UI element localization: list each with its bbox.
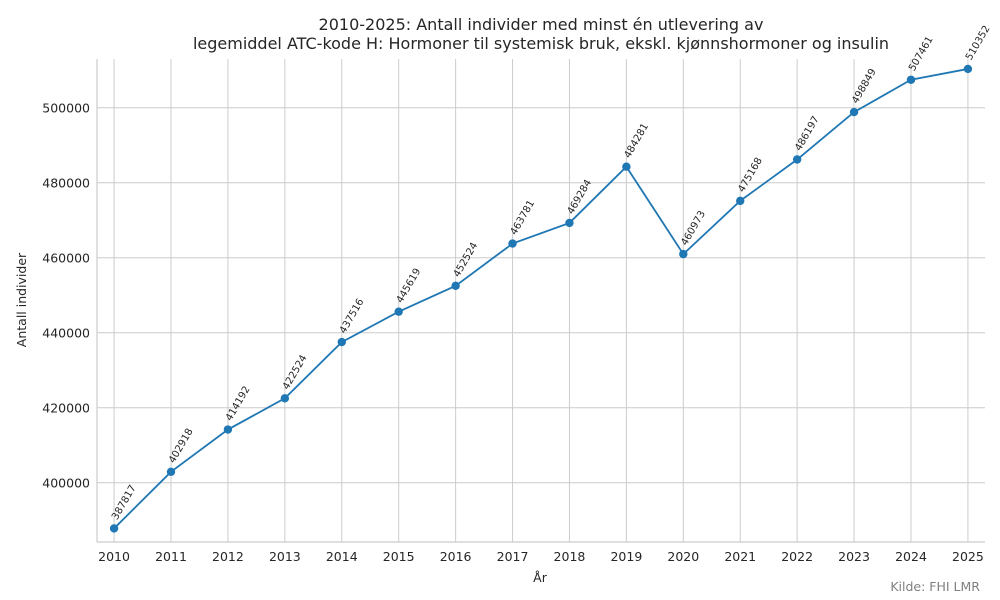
x-tick-label: 2014 xyxy=(326,549,358,564)
x-tick-label: 2021 xyxy=(724,549,756,564)
data-point xyxy=(736,196,745,206)
data-point xyxy=(223,425,233,434)
data-point xyxy=(109,524,119,533)
series-layer xyxy=(109,64,973,533)
data-point xyxy=(565,218,574,228)
x-tick-label: 2015 xyxy=(383,549,415,564)
x-tick-label: 2025 xyxy=(952,549,984,564)
y-tick-label: 480000 xyxy=(42,175,90,190)
series-line xyxy=(113,68,969,530)
data-point xyxy=(622,162,631,171)
data-label: 507461 xyxy=(907,35,936,74)
y-axis-label: Antall individer xyxy=(14,252,29,347)
y-tick-label: 420000 xyxy=(42,400,90,415)
x-tick-label: 2013 xyxy=(269,549,301,564)
x-tick-label: 2018 xyxy=(554,549,586,564)
data-point xyxy=(792,155,802,164)
y-tick-label: 460000 xyxy=(42,250,90,265)
x-tick-label: 2019 xyxy=(610,549,642,564)
data-label: 510352 xyxy=(964,24,993,63)
data-point xyxy=(906,75,916,84)
chart-title: 2010-2025: Antall individer med minst én… xyxy=(193,15,889,53)
tick-labels: 2010 2011 2012 2013 2014 2015 2016 2017 2018 2019… xyxy=(42,100,984,564)
x-tick-label: 2012 xyxy=(212,549,244,564)
source-note: Kilde: FHI LMR xyxy=(890,579,980,594)
data-point xyxy=(394,307,403,316)
data-point xyxy=(337,337,346,347)
y-tick-label: 400000 xyxy=(42,475,90,490)
x-tick-label: 2016 xyxy=(440,549,472,564)
chart-title-line: legemiddel ATC-kode H: Hormoner til syst… xyxy=(193,34,889,53)
x-tick-label: 2010 xyxy=(98,549,130,564)
data-point xyxy=(963,64,973,74)
y-tick-label: 440000 xyxy=(42,325,90,340)
axis-spines xyxy=(96,59,985,543)
data-point xyxy=(451,281,460,290)
x-axis-label: År xyxy=(533,570,548,585)
y-tick-label: 500000 xyxy=(42,100,90,115)
data-point xyxy=(849,107,859,117)
data-point xyxy=(166,467,176,477)
x-tick-label: 2022 xyxy=(781,549,813,564)
grid-lines xyxy=(97,59,985,542)
data-labels: 3878174029184141924225244375164456194525… xyxy=(110,24,992,522)
x-tick-label: 2023 xyxy=(838,549,870,564)
x-tick-label: 2011 xyxy=(155,549,187,564)
x-tick-label: 2020 xyxy=(667,549,699,564)
data-point xyxy=(679,249,688,259)
data-point xyxy=(280,394,290,403)
x-tick-label: 2024 xyxy=(895,549,927,564)
data-point xyxy=(508,239,517,248)
chart-title-line: 2010-2025: Antall individer med minst én… xyxy=(319,15,764,34)
x-tick-label: 2017 xyxy=(497,549,529,564)
